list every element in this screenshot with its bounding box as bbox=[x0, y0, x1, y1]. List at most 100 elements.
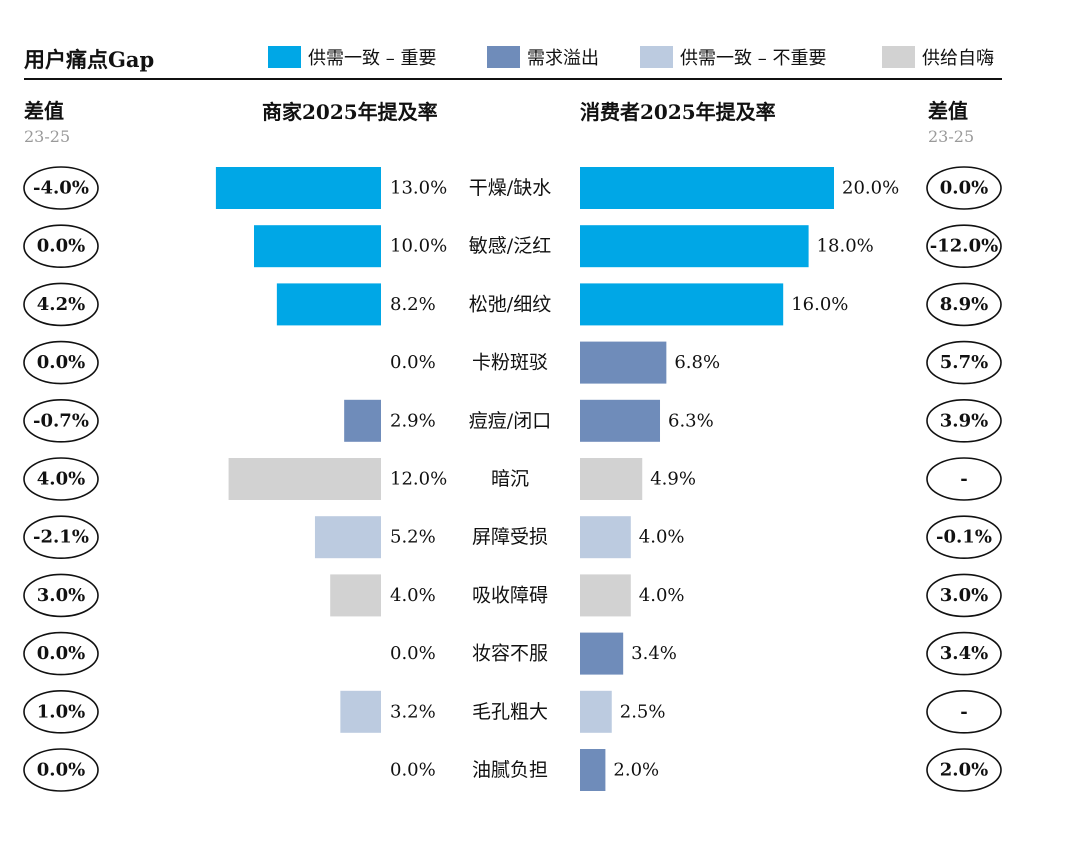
merchant-value-label: 10.0% bbox=[390, 236, 447, 257]
consumer-value-label: 4.0% bbox=[639, 527, 685, 548]
legend-label: 供需一致 – 重要 bbox=[308, 48, 437, 69]
consumer-bar bbox=[580, 225, 809, 268]
left-diff-value: 1.0% bbox=[37, 701, 85, 722]
right-diff-value: 3.9% bbox=[940, 410, 988, 431]
left-diff-oval bbox=[23, 166, 99, 210]
right-diff-value: 3.0% bbox=[940, 585, 988, 606]
chart-header: 用户痛点Gap 供需一致 – 重要 需求溢出 供需一致 – 不重要 供给自嗨 bbox=[0, 0, 1080, 84]
category-label: 卡粉斑驳 bbox=[472, 352, 548, 374]
merchant-value-label: 3.2% bbox=[390, 701, 436, 722]
consumer-value-label: 2.0% bbox=[613, 760, 659, 781]
right-diff-oval bbox=[926, 340, 1002, 385]
left-diff-oval bbox=[23, 224, 99, 268]
merchant-bar bbox=[330, 574, 381, 617]
consumer-value-label: 6.3% bbox=[668, 410, 714, 431]
left-diff-value: 0.0% bbox=[37, 760, 85, 781]
category-label: 吸收障碍 bbox=[472, 584, 548, 606]
right-diff-oval bbox=[926, 398, 1002, 443]
right-diff-oval bbox=[926, 166, 1002, 210]
left-diff-oval bbox=[23, 515, 99, 560]
category-label: 痘痘/闭口 bbox=[469, 410, 551, 432]
consumer-bar bbox=[580, 749, 606, 791]
left-diff-oval bbox=[23, 689, 99, 734]
merchant-value-label: 0.0% bbox=[390, 643, 436, 664]
right-diff-value: 0.0% bbox=[940, 178, 988, 199]
right-diff-title: 差值 bbox=[928, 99, 968, 123]
right-diff-oval bbox=[926, 282, 1002, 327]
right-diff-value: 3.4% bbox=[940, 643, 988, 664]
consumer-column-title: 消费者2025年提及率 bbox=[580, 100, 776, 124]
merchant-value-label: 12.0% bbox=[390, 469, 447, 490]
left-diff-value: -4.0% bbox=[33, 178, 89, 199]
right-diff-value: -0.1% bbox=[936, 527, 992, 548]
consumer-value-label: 2.5% bbox=[620, 701, 666, 722]
merchant-value-label: 0.0% bbox=[390, 352, 436, 373]
category-label: 暗沉 bbox=[491, 468, 529, 490]
left-diff-subtitle: 23-25 bbox=[24, 127, 71, 146]
right-diff-oval bbox=[926, 689, 1002, 734]
right-diff-value: -12.0% bbox=[930, 236, 998, 257]
merchant-bar bbox=[344, 399, 381, 442]
merchant-bar bbox=[254, 225, 381, 268]
left-diff-oval bbox=[23, 573, 99, 618]
merchant-bar bbox=[314, 516, 381, 559]
merchant-bar bbox=[228, 458, 381, 500]
left-diff-title: 差值 bbox=[24, 99, 64, 123]
merchant-bar bbox=[340, 690, 381, 733]
legend-swatch bbox=[882, 46, 915, 68]
left-diff-value: 0.0% bbox=[37, 236, 85, 257]
chart-title: 用户痛点Gap bbox=[24, 47, 155, 72]
merchant-value-label: 2.9% bbox=[390, 410, 436, 431]
legend-label: 需求溢出 bbox=[527, 48, 599, 69]
merchant-value-label: 13.0% bbox=[390, 178, 447, 199]
consumer-bar bbox=[580, 458, 643, 500]
merchant-bar bbox=[276, 283, 381, 326]
left-diff-value: 0.0% bbox=[37, 643, 85, 664]
legend-swatch bbox=[268, 46, 301, 68]
consumer-value-label: 6.8% bbox=[674, 352, 720, 373]
consumer-bar bbox=[580, 632, 624, 675]
right-diff-value: 8.9% bbox=[940, 294, 988, 315]
merchant-value-label: 4.0% bbox=[390, 585, 436, 606]
merchant-value-label: 0.0% bbox=[390, 760, 436, 781]
category-label: 屏障受损 bbox=[472, 526, 548, 548]
right-diff-value: - bbox=[960, 701, 967, 722]
merchant-value-label: 5.2% bbox=[390, 527, 436, 548]
legend-item-supply-self-indulgent: 供给自嗨 bbox=[882, 44, 994, 70]
category-label: 毛孔粗大 bbox=[472, 701, 548, 723]
consumer-bar bbox=[580, 690, 612, 733]
legend-label: 供需一致 – 不重要 bbox=[680, 48, 827, 69]
legend-item-demand-overflow: 需求溢出 bbox=[487, 44, 599, 70]
legend-item-supply-demand-important: 供需一致 – 重要 bbox=[268, 44, 436, 70]
legend-swatch bbox=[640, 46, 673, 68]
left-diff-value: 3.0% bbox=[37, 585, 85, 606]
left-diff-oval bbox=[23, 282, 99, 327]
right-diff-value: - bbox=[960, 469, 967, 490]
consumer-bar bbox=[580, 574, 631, 617]
consumer-bar bbox=[580, 399, 661, 442]
legend-swatch bbox=[487, 46, 520, 68]
consumer-bar bbox=[580, 341, 667, 384]
consumer-value-label: 16.0% bbox=[791, 294, 848, 315]
consumer-value-label: 20.0% bbox=[842, 178, 899, 199]
left-diff-oval bbox=[23, 457, 99, 501]
right-diff-value: 5.7% bbox=[940, 352, 988, 373]
right-diff-oval bbox=[926, 748, 1002, 792]
left-diff-oval bbox=[23, 398, 99, 443]
header-rule bbox=[24, 78, 1002, 80]
consumer-value-label: 4.0% bbox=[639, 585, 685, 606]
left-diff-value: -0.7% bbox=[33, 410, 89, 431]
right-diff-oval bbox=[926, 457, 1002, 501]
right-diff-oval bbox=[926, 573, 1002, 618]
right-diff-oval bbox=[926, 224, 1002, 268]
right-diff-value: 2.0% bbox=[940, 760, 988, 781]
consumer-bar bbox=[580, 283, 784, 326]
right-diff-oval bbox=[926, 515, 1002, 560]
consumer-value-label: 3.4% bbox=[631, 643, 677, 664]
legend-label: 供给自嗨 bbox=[922, 48, 994, 69]
category-label: 干燥/缺水 bbox=[469, 177, 551, 199]
right-diff-subtitle: 23-25 bbox=[928, 127, 975, 146]
left-diff-value: 4.2% bbox=[37, 294, 85, 315]
category-label: 油腻负担 bbox=[472, 759, 548, 781]
